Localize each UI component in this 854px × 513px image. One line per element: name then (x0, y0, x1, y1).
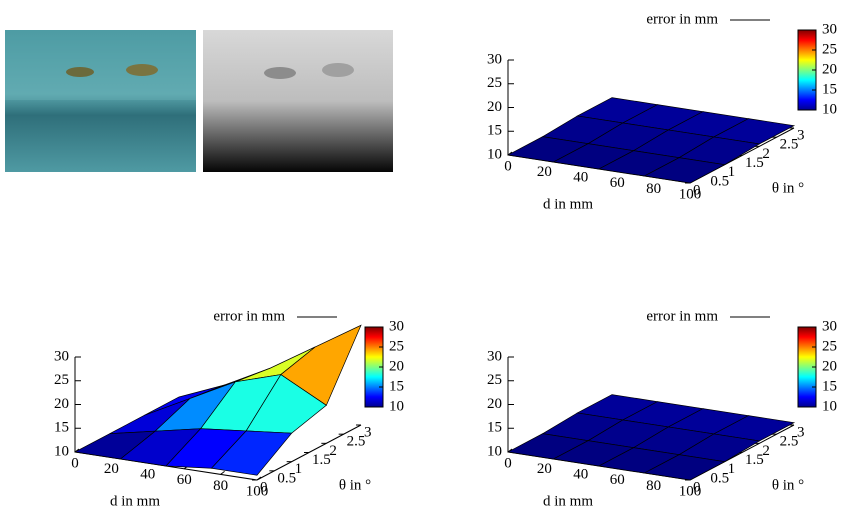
y-tick-label: 0 (260, 479, 268, 495)
y-tick-label: 1 (295, 461, 303, 477)
photo-depth-map (203, 30, 393, 172)
y-tick-label: 1 (728, 461, 736, 477)
legend-label: error in mm (646, 11, 718, 27)
colorbar-tick-label: 20 (822, 358, 837, 374)
photo-underwater (5, 30, 196, 172)
colorbar-tick-label: 20 (389, 358, 404, 374)
y-tick-label: 3 (797, 424, 805, 440)
colorbar-tick-label: 25 (822, 41, 837, 57)
x-tick-label: 80 (646, 181, 661, 197)
colorbar-tick-label: 15 (822, 378, 837, 394)
colorbar-tick-label: 30 (822, 21, 837, 37)
z-tick-label: 25 (54, 372, 69, 388)
y-tick-label: 0 (693, 479, 701, 495)
z-tick-label: 10 (54, 443, 69, 459)
x-tick-label: 20 (104, 461, 119, 477)
surface-patch (643, 157, 726, 184)
z-tick-label: 20 (54, 396, 69, 412)
y-axis-label: θ in ° (772, 180, 804, 196)
colorbar-tick-label: 15 (822, 81, 837, 97)
y-tick-label: 2 (762, 443, 770, 459)
x-axis-label: d in mm (110, 493, 160, 509)
colorbar-tick-label: 15 (389, 378, 404, 394)
legend-label: error in mm (213, 308, 285, 324)
x-tick-label: 20 (537, 461, 552, 477)
z-tick-label: 20 (487, 99, 502, 115)
y-tick-label: 3 (364, 424, 372, 440)
y-tick-label: 0.5 (277, 470, 296, 486)
z-tick-label: 25 (487, 372, 502, 388)
y-tick-label: 3 (797, 127, 805, 143)
x-tick-label: 40 (573, 170, 588, 186)
x-tick (220, 470, 225, 475)
y-axis-label: θ in ° (339, 477, 371, 493)
x-tick-label: 80 (646, 478, 661, 494)
z-tick-label: 30 (487, 348, 502, 364)
colorbar-tick-label: 10 (389, 398, 404, 414)
z-tick-label: 15 (487, 123, 502, 139)
surface-patch (643, 454, 726, 481)
x-tick-label: 100 (246, 483, 269, 499)
z-tick-label: 15 (487, 420, 502, 436)
y-tick-label: 1.5 (745, 155, 764, 171)
y-tick-label: 0 (693, 182, 701, 198)
x-tick-label: 80 (213, 478, 228, 494)
colorbar-tick-label: 10 (822, 101, 837, 117)
colorbar-tick-label: 10 (822, 398, 837, 414)
z-tick-label: 20 (487, 396, 502, 412)
legend-label: error in mm (646, 308, 718, 324)
y-tick-label: 2 (329, 443, 337, 459)
z-tick-label: 25 (487, 75, 502, 91)
x-axis-label: d in mm (543, 196, 593, 212)
x-tick-label: 100 (679, 483, 702, 499)
y-tick-label: 0.5 (710, 470, 729, 486)
y-tick-label: 1 (728, 164, 736, 180)
z-tick-label: 10 (487, 443, 502, 459)
x-tick-label: 60 (610, 472, 625, 488)
x-tick-label: 0 (71, 455, 79, 471)
colorbar-tick-label: 20 (822, 61, 837, 77)
y-axis-label: θ in ° (772, 477, 804, 493)
y-tick-label: 0.5 (710, 173, 729, 189)
x-tick-label: 20 (537, 164, 552, 180)
y-tick-label: 1.5 (745, 452, 764, 468)
y-tick-label: 1.5 (312, 452, 331, 468)
x-tick-label: 0 (504, 158, 512, 174)
x-tick-label: 60 (610, 175, 625, 191)
colorbar-tick-label: 25 (822, 338, 837, 354)
z-tick-label: 15 (54, 420, 69, 436)
y-tick-label: 2.5 (347, 434, 366, 450)
y-tick-label: 2.5 (780, 434, 799, 450)
z-tick-label: 30 (487, 51, 502, 67)
y-tick-label: 2.5 (780, 137, 799, 153)
y-tick-label: 2 (762, 146, 770, 162)
x-tick-label: 100 (679, 186, 702, 202)
colorbar-tick-label: 30 (389, 318, 404, 334)
z-tick-label: 10 (487, 146, 502, 162)
x-tick-label: 40 (140, 467, 155, 483)
colorbar-tick-label: 25 (389, 338, 404, 354)
x-tick-label: 60 (177, 472, 192, 488)
x-tick-label: 40 (573, 467, 588, 483)
colorbar-tick-label: 30 (822, 318, 837, 334)
surface-patch (210, 430, 293, 476)
z-tick-label: 30 (54, 348, 69, 364)
x-tick-label: 0 (504, 455, 512, 471)
x-axis-label: d in mm (543, 493, 593, 509)
x-tick (256, 476, 262, 481)
